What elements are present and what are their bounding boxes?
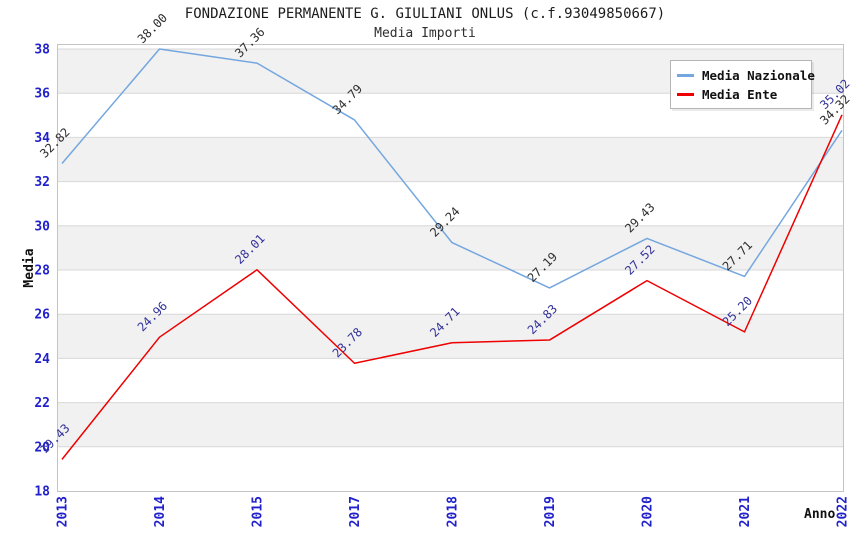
y-tick-label: 24 [34, 352, 50, 367]
legend-label: Media Nazionale [702, 68, 815, 83]
y-tick-label: 26 [34, 308, 50, 323]
grid-band [57, 402, 844, 447]
legend-line-sample [677, 93, 694, 96]
y-tick-label: 20 [34, 440, 50, 455]
y-tick-label: 32 [34, 175, 50, 190]
x-tick-label: 2021 [738, 496, 753, 527]
y-tick-label: 34 [34, 131, 50, 146]
grid-band [57, 225, 844, 270]
x-tick-label: 2017 [348, 496, 363, 527]
x-tick-label: 2014 [153, 496, 168, 527]
y-tick-label: 18 [34, 485, 50, 500]
x-tick-label: 2019 [543, 496, 558, 527]
x-tick-label: 2015 [251, 496, 266, 527]
y-axis-title: Media [22, 248, 37, 288]
plot-frame [57, 44, 844, 492]
chart-title: FONDAZIONE PERMANENTE G. GIULIANI ONLUS … [184, 6, 666, 22]
legend-line-sample [677, 74, 694, 77]
x-axis-title: Anno [804, 507, 836, 522]
x-tick-label: 2013 [56, 496, 71, 527]
y-tick-label: 28 [34, 264, 50, 279]
grid-band [57, 314, 844, 359]
legend-box: Media Nazionale Media Ente [670, 60, 815, 109]
grid-band [57, 137, 844, 182]
y-tick-label: 38 [34, 43, 50, 58]
y-tick-label: 30 [34, 219, 50, 234]
x-tick-label: 2018 [446, 496, 461, 527]
legend-item-media-nazionale: Media Nazionale [677, 66, 815, 85]
y-tick-label: 36 [34, 87, 50, 102]
x-tick-label: 2022 [836, 496, 850, 527]
x-tick-label: 2020 [641, 496, 656, 527]
line-media-ente [61, 114, 843, 460]
chart-subtitle: Media Importi [374, 26, 476, 41]
y-tick-label: 22 [34, 396, 50, 411]
line-media-nazionale [61, 48, 843, 289]
point-label: 38.00 [135, 11, 170, 46]
legend-label: Media Ente [702, 87, 778, 102]
legend-item-media-ente: Media Ente [677, 85, 805, 104]
